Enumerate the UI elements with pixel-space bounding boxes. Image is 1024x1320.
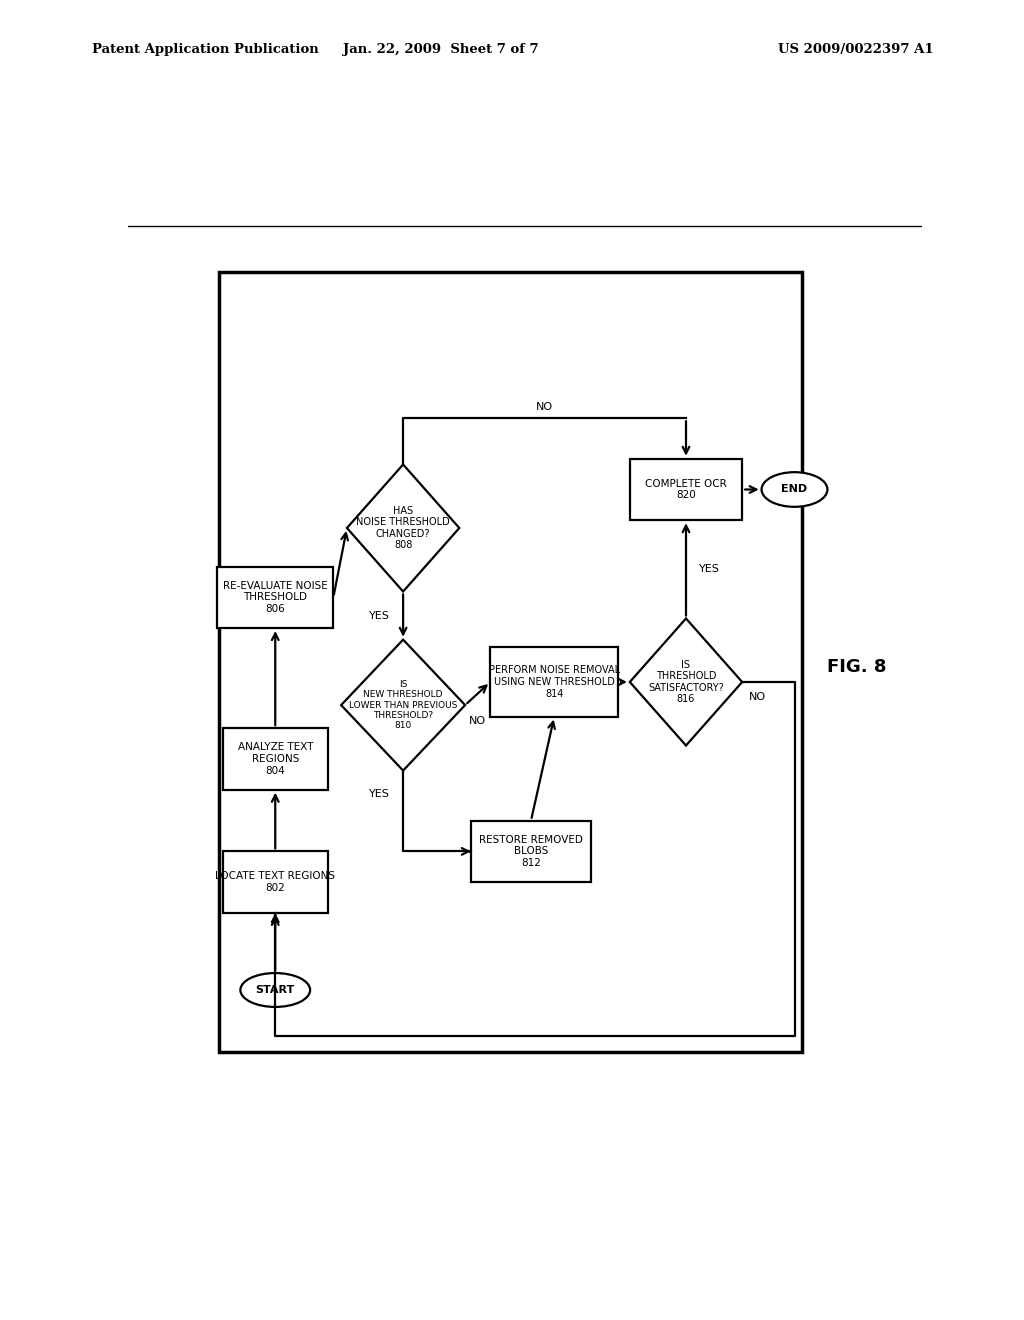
Text: Jan. 22, 2009  Sheet 7 of 7: Jan. 22, 2009 Sheet 7 of 7 (342, 42, 539, 55)
Bar (490, 647, 618, 717)
Ellipse shape (762, 473, 827, 507)
Text: IS
NEW THRESHOLD
LOWER THAN PREVIOUS
THRESHOLD?
810: IS NEW THRESHOLD LOWER THAN PREVIOUS THR… (349, 680, 458, 730)
Text: YES: YES (370, 611, 390, 620)
Polygon shape (630, 619, 742, 746)
Text: RESTORE REMOVED
BLOBS
812: RESTORE REMOVED BLOBS 812 (479, 834, 583, 869)
Text: LOCATE TEXT REGIONS
802: LOCATE TEXT REGIONS 802 (215, 871, 335, 894)
Polygon shape (347, 465, 460, 591)
Bar (219, 272, 802, 1052)
Text: IS
THRESHOLD
SATISFACTORY?
816: IS THRESHOLD SATISFACTORY? 816 (648, 660, 724, 705)
Text: Patent Application Publication: Patent Application Publication (92, 42, 318, 55)
Bar (630, 459, 742, 520)
Text: NO: NO (469, 715, 486, 726)
Ellipse shape (241, 973, 310, 1007)
Text: FIG. 8: FIG. 8 (826, 657, 886, 676)
Bar (223, 851, 328, 913)
Text: US 2009/0022397 A1: US 2009/0022397 A1 (778, 42, 934, 55)
Bar (223, 729, 328, 789)
Text: NO: NO (536, 401, 553, 412)
Text: RE-EVALUATE NOISE
THRESHOLD
806: RE-EVALUATE NOISE THRESHOLD 806 (223, 581, 328, 614)
Text: YES: YES (370, 788, 390, 799)
Text: ANALYZE TEXT
REGIONS
804: ANALYZE TEXT REGIONS 804 (238, 742, 313, 776)
Text: PERFORM NOISE REMOVAL
USING NEW THRESHOLD
814: PERFORM NOISE REMOVAL USING NEW THRESHOL… (488, 665, 620, 698)
Polygon shape (341, 640, 465, 771)
Text: END: END (781, 484, 808, 495)
Text: START: START (256, 985, 295, 995)
Bar (471, 821, 591, 882)
Text: COMPLETE OCR
820: COMPLETE OCR 820 (645, 479, 727, 500)
Text: NO: NO (750, 693, 766, 702)
Text: YES: YES (698, 565, 720, 574)
Text: HAS
NOISE THRESHOLD
CHANGED?
808: HAS NOISE THRESHOLD CHANGED? 808 (356, 506, 450, 550)
Bar (217, 566, 334, 628)
